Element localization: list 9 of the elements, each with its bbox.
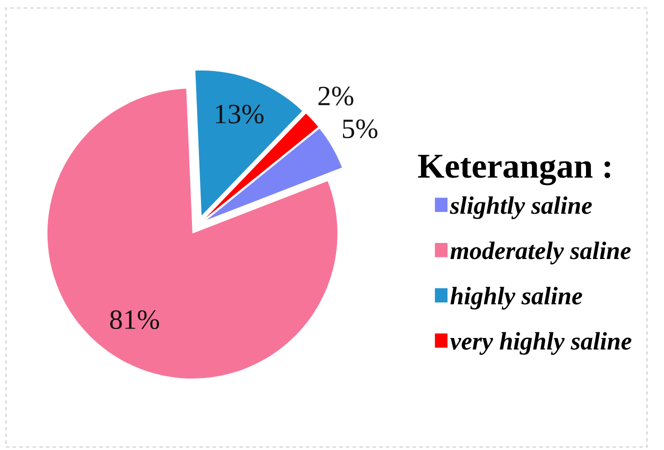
legend-title: Keterangan : bbox=[418, 154, 610, 186]
data-label: 2% bbox=[318, 86, 354, 106]
legend-label: highly saline bbox=[450, 286, 582, 310]
data-label: 81% bbox=[110, 310, 160, 330]
legend-label: moderately saline bbox=[450, 242, 631, 264]
data-label: 5% bbox=[342, 119, 378, 138]
legend-label: very highly saline bbox=[450, 332, 632, 355]
legend-label: slightly saline bbox=[450, 196, 592, 220]
data-label: 13% bbox=[216, 104, 264, 124]
